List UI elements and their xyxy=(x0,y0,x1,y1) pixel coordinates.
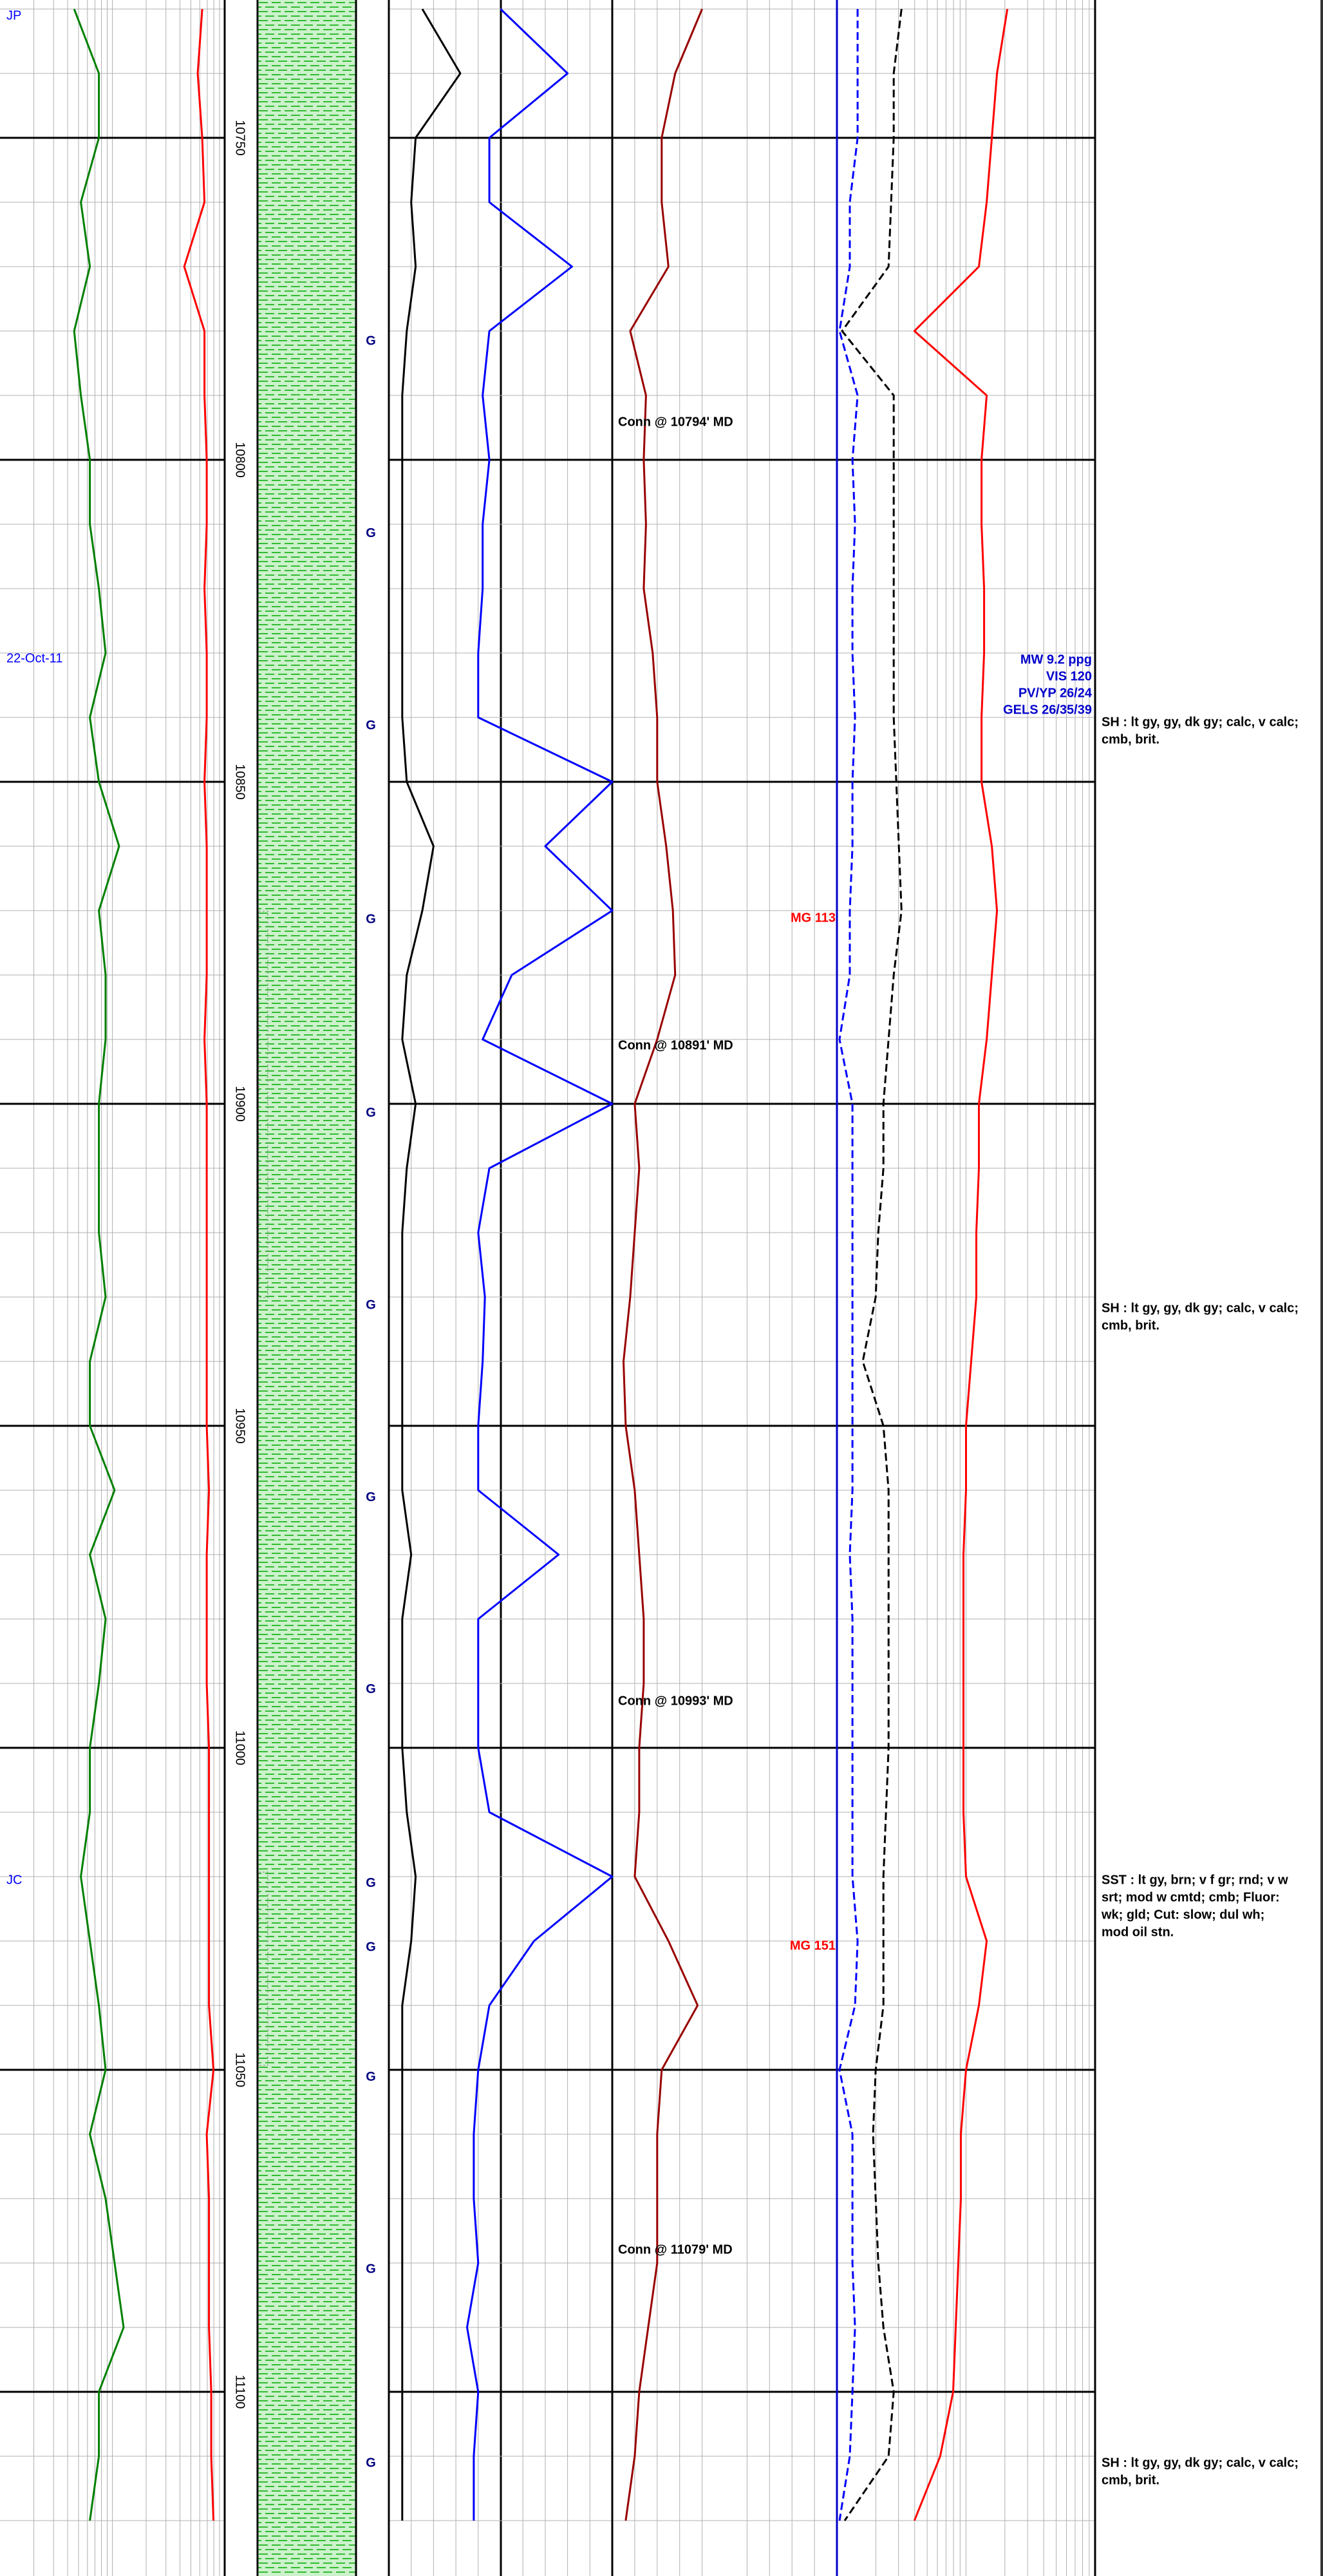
lithology-description: SH : lt gy, gy, dk gy; calc, v calc; xyxy=(1102,715,1299,729)
gas-marker: G xyxy=(366,2262,376,2276)
annotation: JC xyxy=(6,1873,22,1887)
mud-property: PV/YP 26/24 xyxy=(1018,686,1093,700)
labels: 10750 10800 10850 10900 10950 11000 11050 11100… xyxy=(6,8,1299,2487)
log-curve xyxy=(466,8,614,2521)
sandstone-marker xyxy=(258,911,268,1298)
depth-label: 11000 xyxy=(233,1730,247,1765)
depth-label: 10900 xyxy=(233,1086,247,1122)
sandstone-marker xyxy=(258,1871,268,2066)
lithology-description: wk; gld; Cut: slow; dul wh; xyxy=(1101,1908,1264,1922)
lithology-description: srt; mod w cmtd; cmb; Fluor: xyxy=(1102,1890,1280,1904)
gas-marker: G xyxy=(366,2456,376,2470)
annotation: Conn @ 10891' MD xyxy=(618,1038,733,1052)
annotation: Conn @ 10993' MD xyxy=(618,1694,733,1708)
curves xyxy=(73,8,1009,2521)
depth-label: 10750 xyxy=(233,120,247,156)
annotation: Conn @ 10794' MD xyxy=(618,415,733,429)
lithology-description: SH : lt gy, gy, dk gy; calc, v calc; xyxy=(1102,2456,1299,2470)
depth-label: 10950 xyxy=(233,1408,247,1444)
log-curve xyxy=(838,9,859,2521)
gas-marker: G xyxy=(366,718,376,732)
annotation: JP xyxy=(6,8,21,23)
lithology-description: SH : lt gy, gy, dk gy; calc, v calc; xyxy=(1102,1301,1299,1315)
depth-label: 11100 xyxy=(233,2375,247,2409)
log-curve xyxy=(841,8,903,2521)
gas-marker: G xyxy=(366,526,376,540)
lithology-description: SST : lt gy, brn; v f gr; rnd; v w xyxy=(1102,1873,1288,1887)
depth-label: 11050 xyxy=(233,2052,247,2087)
mud-property: MW 9.2 ppg xyxy=(1020,652,1092,667)
annotation: Conn @ 11079' MD xyxy=(618,2242,733,2257)
gas-marker: G xyxy=(366,1490,376,1504)
gas-marker: G xyxy=(366,1298,376,1312)
lithology-description: cmb, brit. xyxy=(1102,732,1159,746)
mud-property: VIS 120 xyxy=(1046,669,1092,683)
depth-label: 10800 xyxy=(233,442,247,478)
log-curve xyxy=(73,8,125,2521)
annotation: MG 151 xyxy=(790,1938,836,1953)
lithology-description: mod oil stn. xyxy=(1102,1925,1174,1939)
gas-marker: G xyxy=(366,334,376,348)
gas-marker: G xyxy=(366,1940,376,1955)
log-curve xyxy=(183,8,215,2521)
log-curve xyxy=(623,8,703,2521)
annotation: 22-Oct-11 xyxy=(6,651,62,665)
gas-marker: G xyxy=(366,2070,376,2084)
lithology-description: cmb, brit. xyxy=(1102,1318,1159,1332)
gas-marker: G xyxy=(366,1682,376,1696)
annotation: MG 113 xyxy=(791,911,836,925)
log-curve xyxy=(913,8,1009,2521)
lithology-description: cmb, brit. xyxy=(1102,2473,1159,2487)
depth-label: 10850 xyxy=(233,764,247,800)
gas-marker: G xyxy=(366,1106,376,1120)
lithology-column xyxy=(258,0,356,2576)
log-curve xyxy=(401,8,462,2521)
gas-marker: G xyxy=(366,912,376,926)
mud-property: GELS 26/35/39 xyxy=(1003,703,1092,717)
gas-marker: G xyxy=(366,1876,376,1890)
